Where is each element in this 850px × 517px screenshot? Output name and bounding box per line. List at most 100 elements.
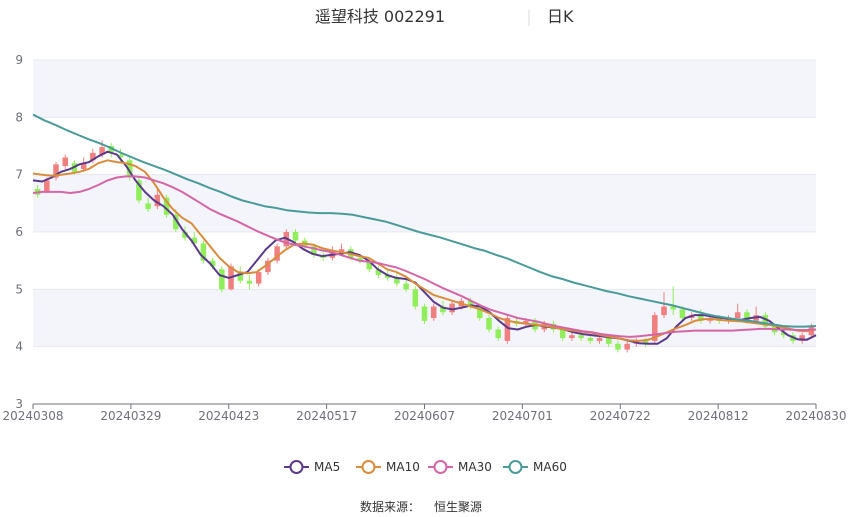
candle-body [357,257,363,261]
candle-body [99,147,105,155]
candle-body [504,318,511,341]
chart-period: 日K [547,7,574,26]
candle-body [292,232,299,241]
candle-body [780,332,787,336]
candle-body [578,335,584,339]
legend-item-ma5[interactable]: MA5 [284,460,340,474]
ma-lines [32,113,817,345]
candle-body [136,180,142,201]
candle-body [495,329,501,339]
legend-marker [289,460,304,474]
y-tick-label: 8 [15,110,23,124]
candle-body [154,194,161,207]
y-tick-label: 3 [15,397,23,411]
legend-label: MA30 [458,460,492,474]
candle-body [173,214,179,230]
y-axis: 3 4 5 6 7 8 9 [15,53,23,411]
candle-body [145,203,151,210]
candle-body [412,289,419,307]
candle-body [642,340,649,344]
candle-body [126,160,133,178]
candle-body [209,260,216,267]
legend-item-ma10[interactable]: MA10 [356,460,420,474]
candle-body [311,246,317,255]
candle-body [624,343,630,350]
candle-body [62,157,69,167]
candle-body [403,283,409,290]
candle-body [652,315,658,341]
candle-body [274,246,280,261]
candle-body [559,329,566,339]
candle-body [615,343,621,350]
y-tick-label: 9 [15,53,23,67]
candle-body [679,309,686,318]
candle-body [394,277,400,284]
y-tick-label: 7 [15,168,23,182]
legend-label: MA60 [533,460,567,474]
x-axis: 20240308 20240329 20240423 20240517 20240607… [2,403,847,423]
legend-label: MA5 [314,460,340,474]
y-tick-label: 6 [15,225,23,239]
candle-body [467,300,474,307]
candle-body [246,280,253,284]
candle-body [799,335,805,341]
candle-body [44,180,50,192]
y-tick-label: 4 [15,340,23,354]
source-name: 恒生聚源 [434,500,482,514]
candle-body [698,315,704,321]
series-line-ma60 [32,113,817,328]
series-line-ma10 [32,159,817,342]
candle-body [477,306,483,318]
candle-body [734,312,741,318]
legend-label: MA10 [386,460,420,474]
candle-body [265,260,271,273]
legend-marker [508,460,523,474]
candle-body [384,275,391,278]
candle-body [421,306,428,321]
candle-body [191,237,197,244]
candle-body [90,152,96,161]
x-tick-label: 20240722 [590,409,651,423]
candle-body [762,315,769,327]
legend[interactable]: MA5 MA10 MA30 MA60 [284,460,567,474]
candle-body [430,306,437,318]
x-tick-label: 20240701 [492,409,553,423]
x-tick-label: 20240308 [2,409,63,423]
candle-body [440,306,446,313]
x-tick-label: 20240830 [785,409,846,423]
legend-marker [433,460,448,474]
candle-body [449,303,455,313]
candle-body [237,272,244,281]
x-tick-label: 20240607 [394,409,455,423]
candle-body [670,306,676,310]
candle-body [375,269,382,275]
candle-body [366,260,372,270]
candle-body [523,320,529,324]
grid-bands [33,60,816,347]
candle-body [80,163,87,169]
candle-body [255,272,262,284]
candle-body [587,338,594,341]
candle-body [219,269,225,290]
chart-title: 遥望科技 002291 [315,7,445,26]
candle-body [53,164,59,178]
candle-body [117,154,124,158]
legend-item-ma30[interactable]: MA30 [428,460,492,474]
candle-body [163,197,170,215]
x-tick-label: 20240812 [688,409,749,423]
x-tick-label: 20240329 [100,409,161,423]
candle-body [182,232,188,238]
legend-marker [361,460,376,474]
y-tick-label: 5 [15,282,23,296]
candle-body [200,243,207,261]
candle-body [486,318,492,330]
x-tick-label: 20240423 [198,409,259,423]
candle-body [661,306,667,316]
candle-body [596,338,603,341]
candle-body [569,335,575,339]
legend-item-ma60[interactable]: MA60 [503,460,567,474]
candle-body [605,338,612,344]
series-line-ma5 [32,150,817,345]
source-label: 数据来源： [360,499,420,514]
